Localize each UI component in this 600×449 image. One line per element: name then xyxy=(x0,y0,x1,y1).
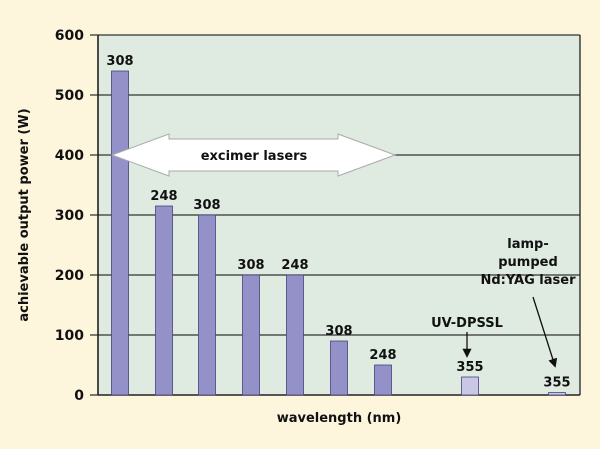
bar xyxy=(461,376,479,396)
y-tick-label: 0 xyxy=(74,388,84,404)
x-axis-label: wavelength (nm) xyxy=(277,411,402,426)
bar-value-label: 248 xyxy=(281,258,308,273)
double-arrow-icon xyxy=(110,133,397,177)
bar xyxy=(111,70,129,396)
arrow-icon xyxy=(532,296,558,368)
y-tick-label: 300 xyxy=(55,208,84,224)
y-tick-label: 400 xyxy=(55,148,84,164)
ndyag-annotation-line3: Nd:YAG laser xyxy=(480,273,576,288)
bar xyxy=(330,340,348,396)
bar xyxy=(374,364,392,396)
y-axis-label: achievable output power (W) xyxy=(17,108,32,321)
uv-dpssl-annotation: UV-DPSSL xyxy=(431,316,503,331)
bar-value-label: 248 xyxy=(150,189,177,204)
bar-value-label: 355 xyxy=(543,376,570,391)
bar xyxy=(286,274,304,396)
ndyag-annotation-line1: lamp- xyxy=(507,237,548,252)
ndyag-annotation-line2: pumped xyxy=(498,255,558,270)
bar xyxy=(198,214,216,396)
bar xyxy=(548,392,566,396)
bar xyxy=(242,274,260,396)
y-tick-label: 500 xyxy=(55,88,84,104)
bar-value-label: 308 xyxy=(325,324,352,339)
y-tick-label: 200 xyxy=(55,268,84,284)
y-tick-label: 600 xyxy=(55,28,84,44)
bar-value-label: 355 xyxy=(456,360,483,375)
y-tick-label: 100 xyxy=(55,328,84,344)
bar-value-label: 308 xyxy=(193,198,220,213)
bar-value-label: 248 xyxy=(369,348,396,363)
bar-value-label: 308 xyxy=(106,54,133,69)
excimer-annotation: excimer lasers xyxy=(201,149,308,164)
bar xyxy=(155,205,173,396)
bar-value-label: 308 xyxy=(237,258,264,273)
